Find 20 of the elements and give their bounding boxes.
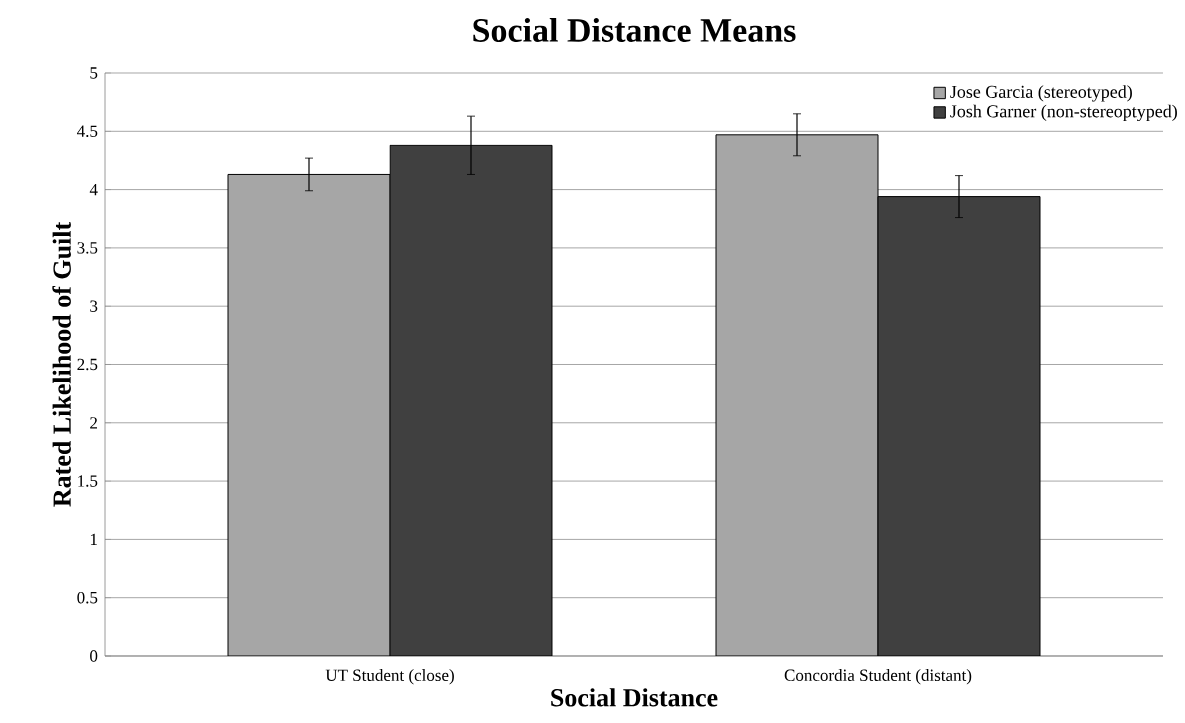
y-tick-label: 0	[90, 650, 98, 662]
y-tick-label: 2.5	[77, 358, 98, 371]
y-tick-label: 4	[89, 183, 98, 196]
bar	[715, 134, 879, 656]
y-tick-label: 2	[90, 417, 97, 429]
y-tick-label: 1.5	[78, 475, 98, 487]
chart-title: Social Distance Means	[473, 18, 796, 42]
y-tick-label: 1	[90, 533, 97, 545]
x-axis-title: Social Distance	[551, 688, 718, 707]
y-tick-label: 5	[90, 67, 98, 79]
legend-label: Jose Garcia (stereotyped)	[950, 85, 1132, 102]
y-tick-label: 4.5	[77, 125, 98, 138]
x-tick-label: UT Student (close)	[325, 669, 454, 685]
y-axis-title: Rated Likelihood of Guilt	[52, 221, 71, 507]
y-tick-label: 3.5	[77, 242, 98, 254]
legend-label: Josh Garner (non-stereoptyped)	[950, 104, 1177, 122]
y-tick-label: 3	[90, 300, 98, 312]
y-tick-label: 0.5	[77, 591, 98, 604]
x-tick-label: Concordia Student (distant)	[784, 669, 972, 685]
bar	[227, 173, 391, 656]
